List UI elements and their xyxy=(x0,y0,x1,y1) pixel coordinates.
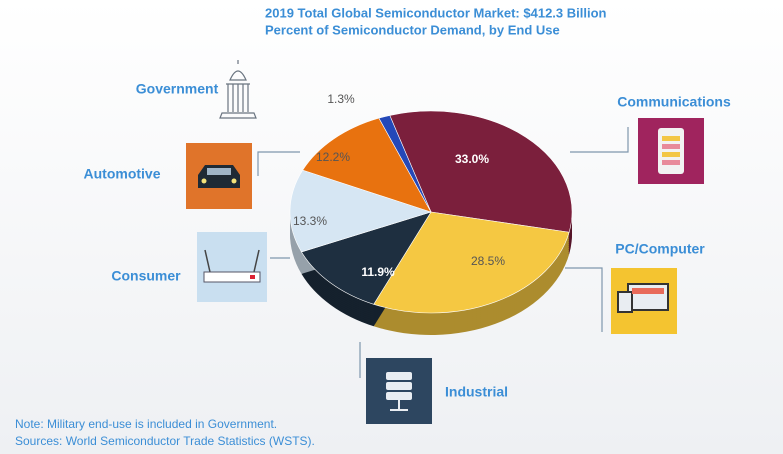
pie-slice xyxy=(389,110,573,233)
pc-icon xyxy=(611,268,677,334)
category-label: Government xyxy=(136,81,219,97)
value-label: 13.3% xyxy=(293,214,327,228)
category-label: PC/Computer xyxy=(615,241,705,257)
category-label: Communications xyxy=(617,94,731,110)
automotive-icon xyxy=(186,143,252,209)
pie-slice xyxy=(301,211,432,305)
source: Sources: World Semiconductor Trade Stati… xyxy=(15,434,315,448)
chart-subtitle: Percent of Semiconductor Demand, by End … xyxy=(265,22,560,37)
pie xyxy=(289,110,573,335)
connectors xyxy=(257,127,629,378)
industrial-icon xyxy=(366,358,432,424)
value-label: 33.0% xyxy=(455,152,489,166)
chart-title: 2019 Total Global Semiconductor Market: … xyxy=(265,5,607,20)
category-label: Industrial xyxy=(445,384,508,400)
value-label: 12.2% xyxy=(316,150,350,164)
category-label: Consumer xyxy=(111,268,181,284)
pie-slice xyxy=(289,169,432,253)
pie-slice xyxy=(373,211,570,314)
note: Note: Military end-use is included in Go… xyxy=(15,417,277,431)
pie-slice xyxy=(302,117,432,213)
pie-slice xyxy=(378,115,432,213)
consumer-icon xyxy=(197,232,267,302)
government-icon xyxy=(219,60,257,119)
communications-icon xyxy=(638,118,704,184)
value-label: 28.5% xyxy=(471,254,505,268)
category-label: Automotive xyxy=(84,166,161,182)
value-label: 11.9% xyxy=(361,265,395,279)
value-label: 1.3% xyxy=(327,92,355,106)
